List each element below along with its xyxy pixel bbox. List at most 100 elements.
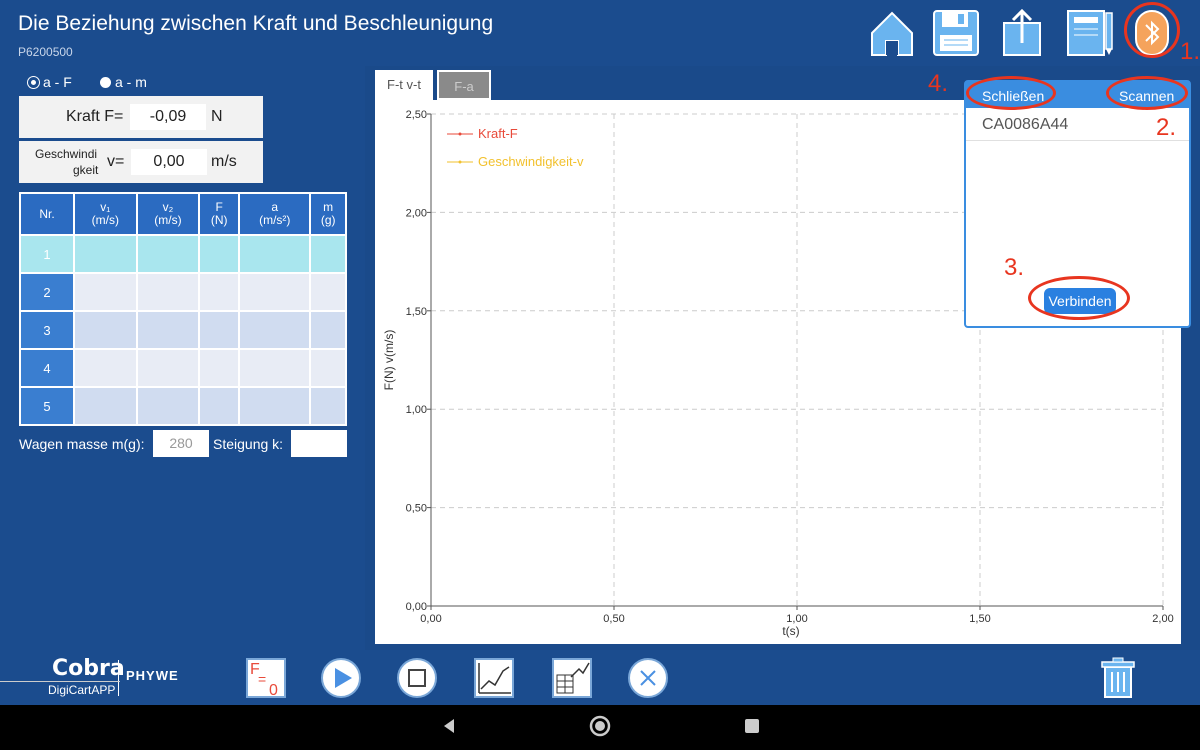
- table-cell[interactable]: [135, 272, 201, 312]
- table-cell[interactable]: [73, 386, 138, 426]
- y-tick-label: 1,00: [406, 404, 427, 416]
- bottom-toolbar: [0, 650, 1200, 705]
- row-number: 4: [19, 348, 75, 388]
- force-unit: N: [211, 108, 223, 125]
- force-label: Kraft F=: [66, 108, 124, 125]
- table-cell[interactable]: [238, 272, 312, 312]
- table-row[interactable]: 3: [19, 310, 347, 350]
- table-cell[interactable]: [135, 234, 201, 274]
- legend-marker: [458, 132, 462, 136]
- x-tick-label: 1,50: [969, 613, 990, 625]
- table-cell[interactable]: [135, 310, 201, 350]
- measurement-table: Nr. v₁ (m/s) v₂ (m/s) F (N) a (m/s²) m (g) 1 …: [19, 192, 347, 426]
- mode-label: a - F: [43, 74, 72, 90]
- experiment-id: P6200500: [18, 45, 73, 59]
- step-number: 4.: [928, 70, 949, 97]
- table-cell[interactable]: [309, 234, 347, 274]
- tab-ft-vt[interactable]: F-t v-t: [375, 70, 433, 100]
- export-icon[interactable]: [996, 7, 1048, 59]
- row-number: 5: [19, 386, 75, 426]
- table-cell[interactable]: [309, 272, 347, 312]
- table-row[interactable]: 5: [19, 386, 347, 426]
- notebook-icon[interactable]: [1064, 7, 1116, 59]
- y-axis-label: F(N) v(m/s): [382, 330, 396, 391]
- table-row[interactable]: 1: [19, 234, 347, 274]
- row-number: 3: [19, 310, 75, 350]
- table-cell[interactable]: [135, 386, 201, 426]
- table-cell[interactable]: [73, 234, 138, 274]
- table-cell[interactable]: [238, 310, 312, 350]
- table-header: Nr. v₁ (m/s) v₂ (m/s) F (N) a (m/s²) m (g): [19, 192, 347, 236]
- table-graph-icon[interactable]: [551, 657, 593, 699]
- back-icon[interactable]: [438, 715, 460, 737]
- save-icon[interactable]: [930, 7, 982, 59]
- mode-radio-a-m[interactable]: a - m: [100, 74, 147, 90]
- cancel-icon[interactable]: [627, 657, 669, 699]
- table-cell[interactable]: [73, 348, 138, 388]
- table-cell[interactable]: [198, 386, 241, 426]
- tab-fa[interactable]: F-a: [437, 70, 491, 100]
- table-cell[interactable]: [198, 272, 241, 312]
- step-number: 2.: [1156, 114, 1177, 141]
- recents-icon[interactable]: [741, 715, 763, 737]
- table-cell[interactable]: [73, 272, 138, 312]
- force-value: -0,09: [130, 104, 206, 130]
- table-cell[interactable]: [135, 348, 201, 388]
- col-v1: v₁ (m/s): [73, 192, 138, 236]
- mass-label: Wagen masse m(g):: [19, 436, 145, 452]
- table-cell[interactable]: [309, 386, 347, 426]
- mode-radio-a-F[interactable]: a - F: [28, 74, 72, 90]
- svg-text:=: =: [258, 671, 266, 687]
- table-cell[interactable]: [198, 310, 241, 350]
- x-tick-label: 2,00: [1152, 613, 1173, 625]
- table-row[interactable]: 4: [19, 348, 347, 388]
- legend-label: Kraft-F: [478, 126, 518, 141]
- annotation-ring-scan: [1106, 76, 1188, 110]
- speed-value: 0,00: [131, 149, 207, 175]
- brand-name: Cobra: [52, 656, 125, 681]
- col-a: a (m/s²): [238, 192, 312, 236]
- step-number: 3.: [1004, 254, 1025, 281]
- col-nr: Nr.: [19, 192, 75, 236]
- y-tick-label: 0,00: [406, 601, 427, 613]
- table-cell[interactable]: [238, 348, 312, 388]
- force-readout: Kraft F= -0,09 N: [19, 96, 263, 138]
- x-tick-label: 1,00: [786, 613, 807, 625]
- table-cell[interactable]: [309, 310, 347, 350]
- table-cell[interactable]: [309, 348, 347, 388]
- table-row[interactable]: 2: [19, 272, 347, 312]
- brand-logo: Cobra DigiCartAPP PHYWE: [0, 655, 180, 703]
- slope-input[interactable]: [291, 430, 347, 457]
- slope-label: Steigung k:: [213, 436, 284, 452]
- graph-icon[interactable]: [473, 657, 515, 699]
- table-cell[interactable]: [198, 234, 241, 274]
- svg-text:F: F: [250, 661, 260, 678]
- step-number: 1.: [1180, 38, 1200, 65]
- mass-input[interactable]: 280: [153, 430, 209, 457]
- radio-icon: [100, 76, 111, 88]
- play-icon[interactable]: [320, 657, 362, 699]
- y-tick-label: 2,50: [406, 109, 427, 121]
- col-m: m (g): [309, 192, 347, 236]
- annotation-ring-bluetooth: [1124, 2, 1180, 58]
- stop-icon[interactable]: [396, 657, 438, 699]
- legend-marker: [458, 160, 462, 164]
- home-icon[interactable]: [866, 7, 918, 59]
- device-item[interactable]: CA0086A44: [982, 116, 1069, 133]
- radio-selected-icon: [28, 76, 39, 88]
- table-cell[interactable]: [73, 310, 138, 350]
- table-cell[interactable]: [238, 386, 312, 426]
- col-v2: v₂ (m/s): [135, 192, 201, 236]
- table-cell[interactable]: [238, 234, 312, 274]
- table-cell[interactable]: [198, 348, 241, 388]
- speed-readout: Geschwindi gkeit v= 0,00 m/s: [19, 141, 263, 183]
- x-tick-label: 0,00: [420, 613, 441, 625]
- app-header: Die Beziehung zwischen Kraft und Beschle…: [0, 0, 1200, 66]
- row-number: 1: [19, 234, 75, 274]
- col-f: F (N): [198, 192, 241, 236]
- zero-force-icon[interactable]: F = 0: [245, 657, 287, 699]
- home-nav-icon[interactable]: [589, 715, 611, 737]
- svg-text:0: 0: [269, 682, 278, 699]
- trash-icon[interactable]: [1097, 657, 1139, 699]
- left-panel: a - F a - m Kraft F= -0,09 N Geschwindi …: [0, 66, 365, 650]
